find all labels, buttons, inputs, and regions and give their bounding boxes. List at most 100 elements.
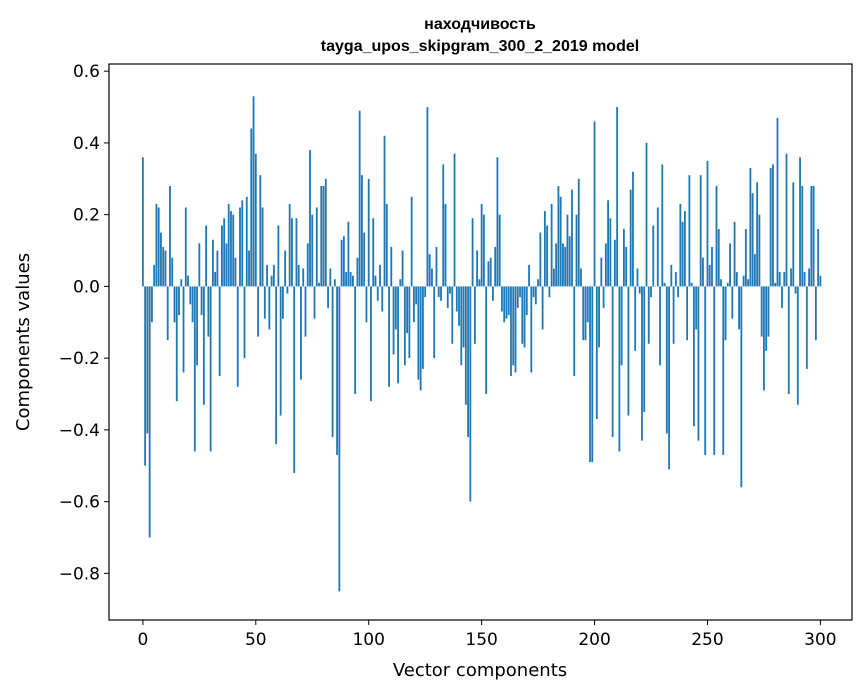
bar-259 bbox=[726, 282, 729, 287]
bar-173 bbox=[532, 286, 535, 298]
bar-15 bbox=[175, 286, 178, 402]
bar-203 bbox=[600, 257, 603, 287]
bar-152 bbox=[485, 286, 488, 395]
bar-24 bbox=[196, 286, 198, 366]
plot-frame bbox=[108, 63, 853, 621]
bar-226 bbox=[652, 225, 655, 287]
bar-229 bbox=[659, 286, 661, 366]
bar-68 bbox=[295, 218, 298, 287]
bar-45 bbox=[243, 286, 246, 359]
bar-283 bbox=[781, 286, 783, 308]
bar-23 bbox=[193, 286, 196, 452]
bar-167 bbox=[519, 286, 521, 298]
bar-222 bbox=[643, 286, 646, 412]
bar-87 bbox=[338, 286, 341, 592]
bar-194 bbox=[580, 268, 582, 287]
bar-69 bbox=[297, 264, 300, 287]
bar-281 bbox=[776, 117, 779, 287]
y-tick-label: 0.2 bbox=[73, 206, 100, 226]
bar-7 bbox=[157, 207, 160, 287]
bar-206 bbox=[607, 200, 609, 287]
bar-276 bbox=[765, 286, 768, 351]
bar-272 bbox=[756, 182, 759, 287]
bar-70 bbox=[300, 286, 302, 380]
bar-81 bbox=[324, 178, 327, 287]
bar-126 bbox=[426, 107, 429, 287]
bar-123 bbox=[419, 286, 422, 391]
x-axis-ticks: 0 50 100 150 200 250 300 bbox=[137, 620, 837, 650]
bar-271 bbox=[753, 254, 756, 287]
bar-247 bbox=[699, 175, 702, 287]
bar-234 bbox=[670, 264, 673, 287]
bar-94 bbox=[354, 286, 357, 395]
bar-77 bbox=[315, 207, 318, 287]
bar-220 bbox=[638, 286, 641, 294]
bar-164 bbox=[512, 286, 515, 366]
bar-284 bbox=[783, 272, 786, 287]
bar-213 bbox=[623, 229, 625, 287]
bar-103 bbox=[374, 275, 377, 287]
bar-278 bbox=[769, 168, 772, 287]
bar-72 bbox=[304, 286, 307, 337]
bar-288 bbox=[792, 182, 795, 287]
bar-97 bbox=[361, 175, 363, 287]
bar-91 bbox=[347, 221, 350, 287]
bar-216 bbox=[629, 189, 632, 287]
bar-49 bbox=[252, 96, 255, 287]
bar-195 bbox=[582, 286, 585, 341]
y-tick-label: 0.0 bbox=[73, 277, 100, 297]
bar-176 bbox=[539, 232, 542, 287]
bar-275 bbox=[763, 286, 765, 391]
bar-273 bbox=[758, 214, 761, 287]
bar-270 bbox=[751, 193, 754, 287]
bar-274 bbox=[760, 286, 763, 337]
bar-105 bbox=[379, 264, 381, 287]
bar-291 bbox=[799, 157, 801, 287]
bar-101 bbox=[370, 286, 372, 402]
bar-8 bbox=[160, 232, 162, 287]
y-axis-label: Components values bbox=[13, 253, 34, 431]
bar-269 bbox=[749, 168, 752, 287]
bar-66 bbox=[291, 218, 293, 287]
bar-57 bbox=[270, 275, 273, 287]
bar-85 bbox=[333, 279, 336, 287]
bar-25 bbox=[198, 243, 201, 287]
bar-96 bbox=[358, 110, 361, 287]
bar-242 bbox=[688, 175, 691, 287]
bar-37 bbox=[225, 243, 228, 287]
bar-10 bbox=[164, 250, 167, 287]
y-tick-label: −0.6 bbox=[59, 493, 100, 513]
bar-120 bbox=[412, 286, 415, 323]
bar-56 bbox=[268, 286, 271, 330]
bar-279 bbox=[772, 164, 774, 287]
bar-147 bbox=[473, 286, 476, 344]
bar-168 bbox=[521, 286, 524, 344]
bar-112 bbox=[394, 286, 397, 330]
bar-86 bbox=[336, 286, 338, 455]
bar-236 bbox=[674, 272, 677, 287]
bar-239 bbox=[681, 221, 684, 287]
bar-106 bbox=[381, 286, 384, 312]
bar-117 bbox=[406, 286, 409, 334]
chart-title-line1: находчивость bbox=[424, 16, 536, 33]
bar-277 bbox=[767, 286, 770, 337]
bar-268 bbox=[747, 279, 750, 287]
bar-161 bbox=[505, 286, 508, 319]
bar-121 bbox=[415, 286, 418, 305]
bar-76 bbox=[313, 286, 316, 319]
bar-89 bbox=[342, 236, 345, 287]
bar-75 bbox=[311, 214, 314, 287]
bar-175 bbox=[537, 279, 539, 287]
bar-298 bbox=[814, 286, 817, 341]
bar-6 bbox=[155, 203, 158, 287]
x-tick-label: 100 bbox=[352, 630, 384, 650]
bar-293 bbox=[803, 272, 806, 287]
bar-240 bbox=[683, 211, 686, 287]
bar-237 bbox=[677, 286, 680, 298]
bar-215 bbox=[627, 286, 630, 416]
bar-233 bbox=[668, 286, 670, 470]
bar-132 bbox=[440, 286, 442, 301]
bar-108 bbox=[385, 203, 388, 287]
bar-140 bbox=[458, 286, 460, 326]
bar-14 bbox=[173, 286, 176, 323]
